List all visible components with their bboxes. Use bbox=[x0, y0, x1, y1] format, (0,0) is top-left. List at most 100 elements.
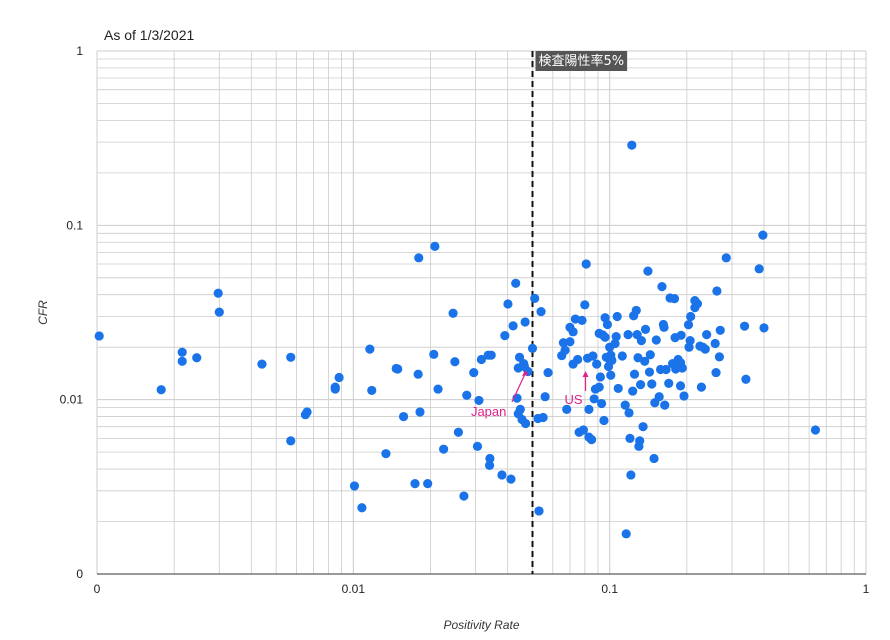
data-point bbox=[696, 382, 707, 392]
japan-label: Japan bbox=[471, 404, 506, 419]
data-point bbox=[714, 352, 725, 362]
data-point bbox=[538, 412, 548, 423]
us-label: US bbox=[565, 392, 583, 407]
data-point bbox=[448, 308, 458, 318]
data-point bbox=[485, 453, 495, 464]
data-point bbox=[613, 383, 623, 394]
data-point bbox=[357, 503, 367, 513]
data-point bbox=[677, 363, 687, 373]
as-of-label: As of 1/3/2021 bbox=[104, 27, 195, 43]
data-point bbox=[213, 288, 223, 298]
data-point bbox=[429, 349, 439, 359]
data-point bbox=[612, 311, 622, 322]
data-point bbox=[334, 372, 344, 383]
data-point bbox=[621, 529, 631, 539]
data-point bbox=[192, 353, 202, 363]
data-point bbox=[624, 408, 634, 418]
data-point bbox=[649, 453, 659, 464]
data-point bbox=[453, 427, 464, 437]
data-point bbox=[286, 436, 296, 446]
data-point bbox=[631, 305, 641, 316]
data-point bbox=[581, 259, 591, 269]
japan-arrow-head bbox=[521, 369, 528, 376]
data-point bbox=[562, 404, 572, 414]
data-point bbox=[617, 351, 627, 361]
data-point bbox=[664, 378, 674, 388]
data-point bbox=[654, 392, 664, 402]
axes: 0 0.01 0.1 1 0 0.01 0.1 1 bbox=[60, 44, 870, 596]
data-point bbox=[599, 415, 609, 426]
annotations: Japan US bbox=[471, 369, 589, 419]
data-point bbox=[330, 384, 340, 394]
data-point bbox=[712, 286, 722, 296]
data-point bbox=[595, 372, 605, 382]
data-point bbox=[702, 330, 712, 340]
data-point bbox=[620, 400, 630, 410]
data-point bbox=[430, 241, 440, 252]
data-point bbox=[602, 319, 613, 330]
y-tick-label: 0 bbox=[76, 567, 83, 581]
data-point bbox=[739, 321, 750, 331]
data-point bbox=[560, 345, 570, 355]
data-point bbox=[484, 460, 495, 470]
data-point bbox=[610, 338, 620, 349]
data-point bbox=[536, 307, 546, 317]
data-point bbox=[683, 320, 694, 330]
data-point bbox=[527, 343, 538, 353]
data-point bbox=[660, 400, 670, 410]
x-tick-label: 0 bbox=[94, 582, 101, 596]
data-point bbox=[810, 425, 821, 435]
data-point bbox=[349, 481, 360, 491]
data-point bbox=[580, 300, 590, 310]
data-point bbox=[506, 474, 516, 484]
data-point bbox=[302, 407, 312, 417]
x-tick-label: 1 bbox=[863, 582, 870, 596]
data-point bbox=[594, 382, 604, 392]
data-point bbox=[625, 433, 635, 443]
data-point bbox=[543, 367, 553, 378]
data-point bbox=[589, 394, 599, 404]
data-point bbox=[520, 317, 530, 327]
x-axis-title: Positivity Rate bbox=[443, 618, 519, 632]
data-point bbox=[629, 369, 640, 379]
data-point bbox=[511, 278, 521, 288]
y-axis-title: CFR bbox=[36, 300, 50, 325]
reference-line-label: 検査陽性率5% bbox=[539, 53, 625, 69]
data-point bbox=[578, 425, 589, 435]
data-point bbox=[715, 325, 725, 335]
data-point bbox=[497, 470, 507, 480]
data-point bbox=[500, 331, 510, 341]
data-point bbox=[686, 311, 696, 322]
data-point bbox=[257, 359, 267, 369]
data-point bbox=[645, 350, 655, 360]
data-point bbox=[627, 140, 637, 150]
data-point bbox=[472, 441, 483, 451]
data-point bbox=[741, 374, 751, 384]
data-point bbox=[515, 404, 525, 414]
data-point bbox=[675, 381, 686, 391]
data-point bbox=[659, 322, 669, 332]
reference-line-group: 検査陽性率5% bbox=[531, 51, 628, 574]
data-point bbox=[661, 364, 671, 375]
data-point bbox=[423, 479, 433, 489]
data-point bbox=[676, 330, 686, 340]
data-point bbox=[439, 444, 449, 454]
data-point bbox=[459, 491, 469, 501]
data-point bbox=[600, 332, 610, 342]
data-point bbox=[679, 391, 689, 401]
data-point bbox=[486, 350, 496, 360]
data-point bbox=[721, 253, 731, 263]
data-point bbox=[577, 315, 587, 325]
data-point bbox=[469, 367, 479, 378]
data-point bbox=[367, 385, 377, 396]
data-point bbox=[647, 379, 657, 389]
data-point bbox=[462, 390, 472, 400]
data-point bbox=[573, 354, 583, 365]
data-point bbox=[503, 299, 513, 309]
data-point bbox=[623, 330, 633, 340]
data-point bbox=[586, 435, 597, 445]
data-point bbox=[692, 299, 703, 309]
data-point bbox=[540, 392, 550, 402]
japan-arrow bbox=[511, 371, 527, 403]
